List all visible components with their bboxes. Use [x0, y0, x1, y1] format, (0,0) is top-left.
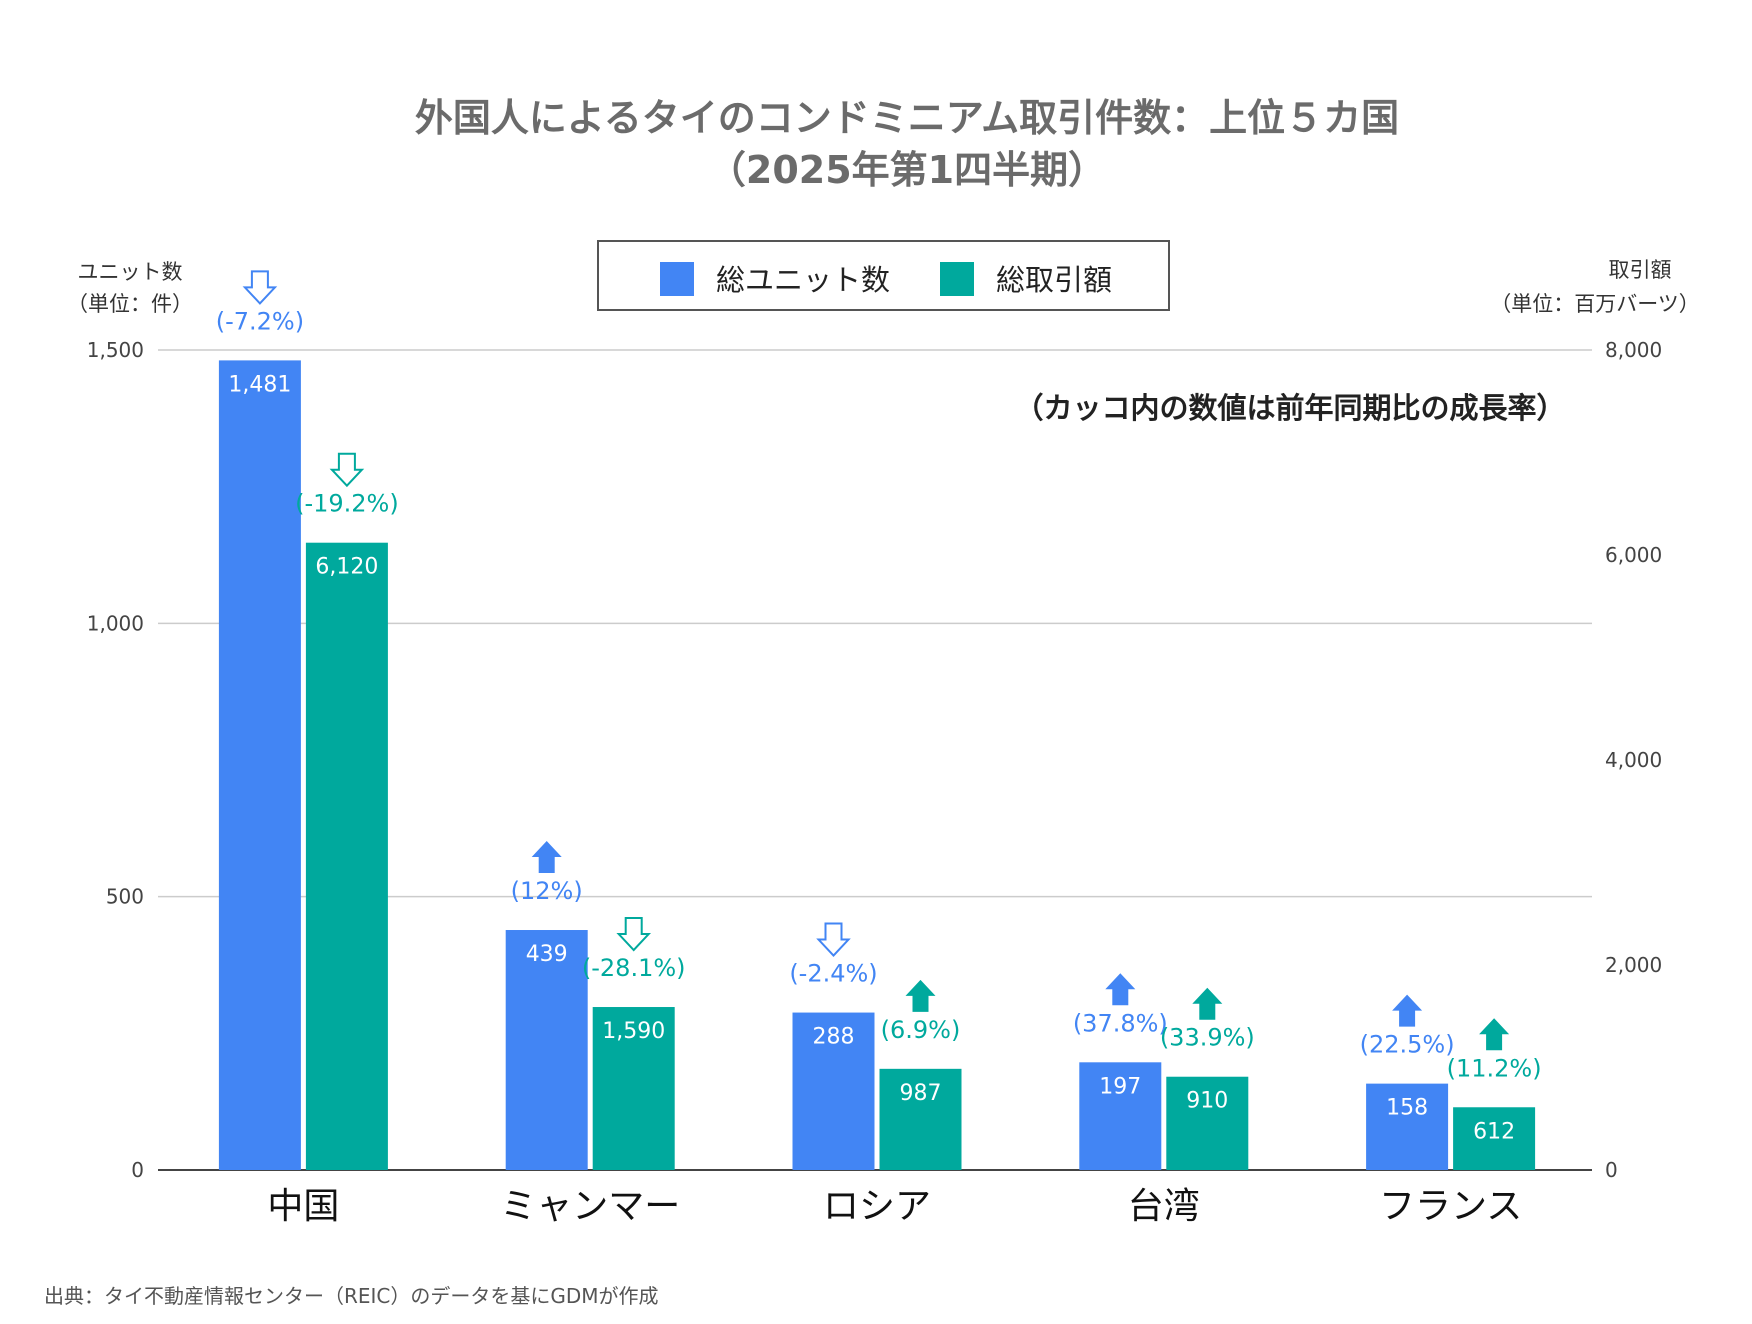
growth-label: (-2.4%): [789, 960, 877, 988]
bar-units: [505, 930, 588, 1170]
growth-down-arrow: [329, 452, 365, 488]
gridlines: [158, 349, 1592, 1171]
bar-units: [1079, 1062, 1162, 1170]
bar-units: [1366, 1083, 1449, 1170]
bar-value-label: 197: [1099, 1074, 1141, 1099]
growth-up-arrow: [531, 841, 562, 874]
legend-swatch-units: [660, 262, 694, 296]
bar-value-label: 612: [1473, 1119, 1515, 1144]
legend-label-units: 総ユニット数: [716, 263, 890, 297]
bar-value-label: 439: [526, 942, 568, 967]
bar-amount: [879, 1068, 962, 1170]
growth-down-arrow: [816, 922, 851, 958]
left-tick-label: 0: [131, 1158, 144, 1182]
left-tick-label: 1,500: [87, 338, 144, 362]
growth-label: (-19.2%): [295, 490, 399, 518]
growth-up-arrow: [1392, 994, 1423, 1027]
legend-swatch-amount: [940, 262, 974, 296]
chart-title-line1: 外国人によるタイのコンドミニアム取引件数：上位５カ国: [415, 96, 1399, 140]
bar-value-label: 987: [900, 1081, 942, 1106]
legend: 総ユニット数 総取引額: [597, 240, 1170, 311]
left-axis-title-line2: （単位：件）: [67, 292, 193, 316]
bar-value-label: 910: [1186, 1089, 1228, 1114]
bar-amount: [592, 1007, 675, 1170]
growth-up-arrow: [1479, 1018, 1510, 1051]
bar-value-label: 158: [1386, 1096, 1428, 1121]
growth-label: (6.9%): [881, 1016, 961, 1044]
right-tick-label: 2,000: [1605, 953, 1662, 977]
growth-up-arrow: [1192, 987, 1223, 1020]
growth-label: (22.5%): [1360, 1031, 1455, 1059]
source-note: 出典：タイ不動産情報センター（REIC）のデータを基にGDMが作成: [44, 1284, 659, 1308]
bar-value-label: 1,590: [602, 1019, 665, 1044]
right-tick-label: 4,000: [1605, 748, 1662, 772]
bar-value-label: 1,481: [228, 372, 291, 397]
bar-amount: [1166, 1076, 1249, 1170]
growth-label: (11.2%): [1447, 1054, 1542, 1082]
left-tick-label: 500: [106, 885, 144, 909]
bar-units: [218, 360, 301, 1170]
bar-units: [792, 1012, 875, 1170]
left-tick-label: 1,000: [87, 611, 144, 635]
bar-value-label: 288: [813, 1025, 855, 1050]
growth-label: (33.9%): [1160, 1024, 1255, 1052]
growth-label: (-28.1%): [582, 954, 686, 982]
bar-amount: [1453, 1107, 1536, 1170]
category-label: 中国: [267, 1186, 339, 1227]
right-axis-title-line1: 取引額: [1609, 258, 1672, 282]
right-axis-title-line2: （単位：百万バーツ）: [1490, 292, 1700, 316]
right-axis-ticks: 0 2,000 4,000 6,000 8,000: [1605, 338, 1662, 1182]
chart-title-line2: （2025年第1四半期）: [708, 148, 1106, 192]
growth-label: (-7.2%): [216, 307, 304, 335]
legend-label-amount: 総取引額: [996, 263, 1112, 297]
category-label: 台湾: [1128, 1186, 1200, 1227]
bars: 1,481 (-7.2%) 6,120 (-19.2%) 439 (12%) 1,590 (-…: [216, 270, 1542, 1170]
left-axis-ticks: 0 500 1,000 1,500: [87, 338, 144, 1182]
growth-up-arrow: [905, 979, 936, 1012]
growth-down-arrow: [616, 917, 652, 952]
growth-label: (12%): [511, 877, 583, 905]
right-tick-label: 0: [1605, 1158, 1618, 1182]
category-labels: 中国 ミャンマー ロシア 台湾 フランス: [267, 1186, 1522, 1227]
growth-down-arrow: [242, 270, 278, 305]
right-tick-label: 8,000: [1605, 338, 1662, 362]
growth-up-arrow: [1105, 973, 1136, 1006]
growth-note: （カッコ内の数値は前年同期比の成長率）: [1014, 391, 1565, 425]
left-axis-title-line1: ユニット数: [78, 260, 183, 284]
category-label: フランス: [1379, 1186, 1522, 1227]
growth-label: (37.8%): [1073, 1009, 1168, 1037]
bar-value-label: 6,120: [315, 555, 378, 580]
category-label: ミャンマー: [500, 1186, 680, 1227]
category-label: ロシア: [823, 1186, 931, 1227]
right-tick-label: 6,000: [1605, 543, 1662, 567]
bar-amount: [305, 542, 388, 1170]
